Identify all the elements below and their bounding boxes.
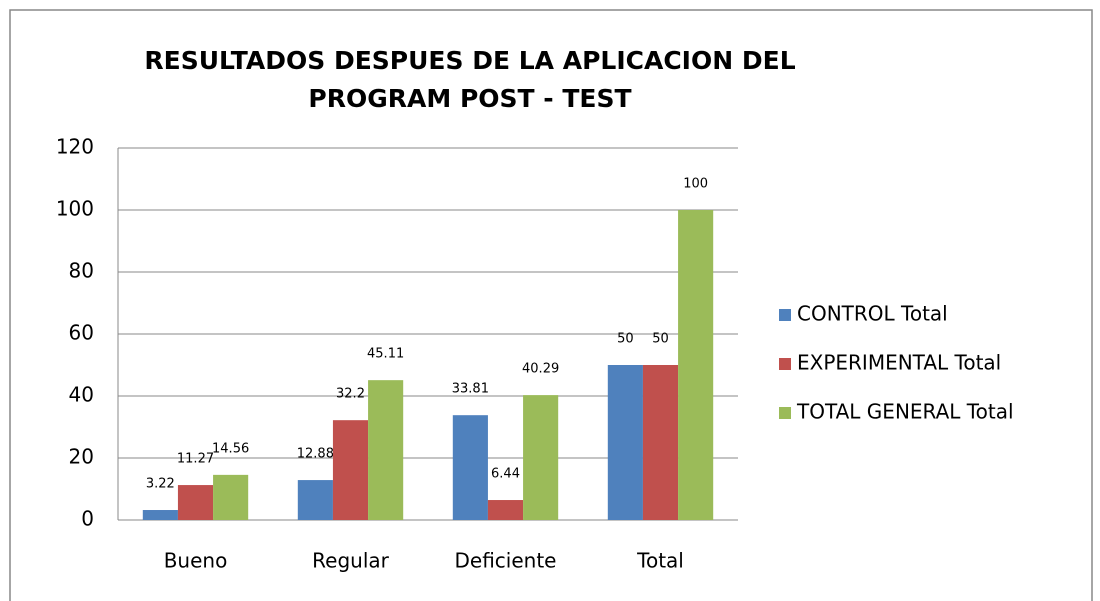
value-label: 3.22 xyxy=(146,477,175,492)
value-label: 50 xyxy=(652,332,669,347)
legend-label: CONTROL Total xyxy=(797,302,948,326)
value-label: 100 xyxy=(683,177,708,192)
y-tick-label: 40 xyxy=(69,383,94,407)
value-label: 33.81 xyxy=(452,382,489,397)
bar xyxy=(368,380,404,520)
x-tick-label: Deficiente xyxy=(455,549,557,573)
bar xyxy=(642,365,679,520)
bar xyxy=(213,474,249,520)
bar xyxy=(332,420,369,520)
y-tick-label: 80 xyxy=(69,259,94,283)
x-tick-label: Regular xyxy=(312,549,389,573)
legend-swatch xyxy=(779,309,791,321)
bar xyxy=(297,480,333,520)
bar xyxy=(487,500,524,520)
value-label: 45.11 xyxy=(367,347,404,362)
legend-label: TOTAL GENERAL Total xyxy=(796,400,1014,424)
legend-label: EXPERIMENTAL Total xyxy=(797,351,1001,375)
chart-title: RESULTADOS DESPUES DE LA APLICACION DEL xyxy=(144,46,795,75)
value-label: 50 xyxy=(617,332,634,347)
y-tick-label: 100 xyxy=(56,197,94,221)
value-label: 6.44 xyxy=(491,467,520,482)
y-tick-label: 0 xyxy=(81,507,94,531)
value-label: 11.27 xyxy=(177,452,214,467)
bar xyxy=(607,365,643,520)
bar xyxy=(142,510,178,520)
y-tick-label: 120 xyxy=(56,135,94,159)
x-tick-label: Total xyxy=(636,549,684,573)
value-label: 12.88 xyxy=(297,447,334,462)
bar xyxy=(177,485,214,520)
value-label: 40.29 xyxy=(522,362,559,377)
bar xyxy=(678,210,714,520)
value-label: 14.56 xyxy=(212,441,249,456)
value-label: 32.2 xyxy=(336,387,365,402)
chart-title: PROGRAM POST - TEST xyxy=(308,84,631,113)
x-tick-label: Bueno xyxy=(164,549,228,573)
bar xyxy=(452,415,488,520)
legend-swatch xyxy=(779,407,791,419)
y-tick-label: 20 xyxy=(69,445,94,469)
bar xyxy=(523,395,559,520)
y-tick-label: 60 xyxy=(69,321,94,345)
legend-swatch xyxy=(779,358,791,370)
